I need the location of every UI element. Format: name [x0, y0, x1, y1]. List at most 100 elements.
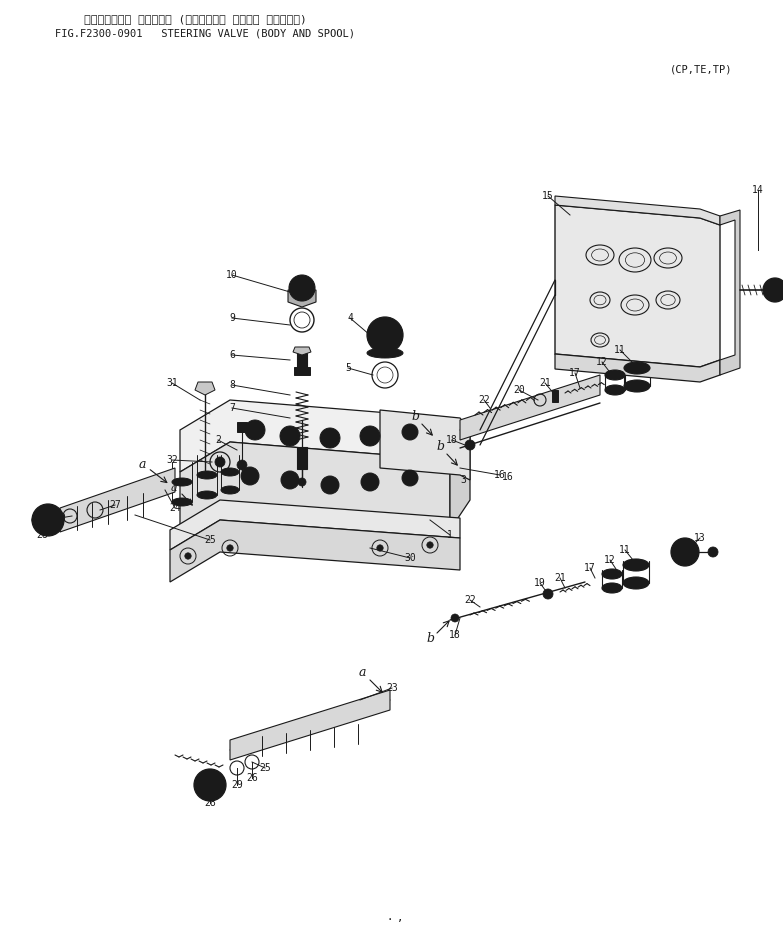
- Circle shape: [194, 769, 226, 801]
- Circle shape: [237, 460, 247, 470]
- Circle shape: [376, 326, 394, 344]
- Circle shape: [289, 275, 315, 301]
- Text: 29: 29: [54, 513, 66, 523]
- Circle shape: [281, 471, 299, 489]
- Text: ステアリング゙ バルブ (ボ゙ディー オヨビ スプ゚ール): ステアリング゙ バルブ (ボ゙ディー オヨビ スプ゚ール): [84, 14, 306, 24]
- Polygon shape: [555, 354, 720, 382]
- Circle shape: [360, 426, 380, 446]
- Text: 11: 11: [619, 545, 631, 555]
- Ellipse shape: [623, 577, 649, 589]
- Circle shape: [286, 475, 294, 485]
- Ellipse shape: [605, 385, 625, 395]
- Text: 30: 30: [404, 553, 416, 563]
- Bar: [297, 347, 307, 367]
- Text: 8: 8: [229, 380, 235, 390]
- Circle shape: [361, 473, 379, 491]
- Text: 1: 1: [447, 530, 453, 540]
- Polygon shape: [555, 196, 720, 225]
- Text: 13: 13: [694, 533, 706, 543]
- Circle shape: [241, 467, 259, 485]
- Circle shape: [246, 472, 254, 480]
- Ellipse shape: [623, 559, 649, 571]
- Ellipse shape: [197, 491, 217, 499]
- Text: 29: 29: [231, 780, 243, 790]
- Text: 17: 17: [584, 563, 596, 573]
- Bar: [297, 447, 307, 469]
- Circle shape: [671, 538, 699, 566]
- Circle shape: [295, 281, 309, 295]
- Text: 4: 4: [347, 313, 353, 323]
- Text: 6: 6: [229, 350, 235, 360]
- Text: (CP,TE,TP): (CP,TE,TP): [670, 65, 733, 75]
- Circle shape: [402, 470, 418, 486]
- Circle shape: [320, 428, 340, 448]
- Ellipse shape: [221, 486, 239, 494]
- Polygon shape: [720, 210, 740, 375]
- Text: 21: 21: [539, 378, 551, 388]
- Bar: [237, 422, 247, 432]
- Circle shape: [185, 553, 191, 559]
- Text: 23: 23: [386, 683, 398, 693]
- Circle shape: [708, 547, 718, 557]
- Circle shape: [32, 504, 64, 536]
- Ellipse shape: [197, 471, 217, 479]
- Polygon shape: [170, 520, 460, 582]
- Circle shape: [215, 457, 225, 467]
- Circle shape: [365, 431, 376, 442]
- Text: b: b: [426, 632, 434, 645]
- Polygon shape: [195, 382, 215, 395]
- Text: 5: 5: [345, 363, 351, 373]
- Text: 25: 25: [204, 535, 216, 545]
- Circle shape: [39, 511, 57, 529]
- Polygon shape: [230, 690, 390, 760]
- Bar: [294, 367, 310, 375]
- Text: 31: 31: [166, 378, 178, 388]
- Ellipse shape: [624, 362, 650, 374]
- Circle shape: [321, 476, 339, 494]
- Polygon shape: [170, 500, 460, 550]
- Circle shape: [678, 545, 692, 559]
- Text: 28: 28: [36, 530, 48, 540]
- Circle shape: [465, 440, 475, 450]
- Polygon shape: [555, 205, 720, 367]
- Text: 24: 24: [169, 503, 181, 513]
- Ellipse shape: [172, 478, 192, 486]
- Text: 20: 20: [513, 385, 525, 395]
- Circle shape: [245, 420, 265, 440]
- Text: 11: 11: [614, 345, 626, 355]
- Circle shape: [377, 545, 383, 551]
- Circle shape: [280, 426, 300, 446]
- Polygon shape: [380, 410, 470, 480]
- Text: 16: 16: [502, 472, 514, 482]
- Polygon shape: [450, 418, 470, 530]
- Circle shape: [366, 477, 374, 487]
- Text: 19: 19: [534, 578, 546, 588]
- Circle shape: [406, 474, 414, 482]
- Text: a: a: [359, 666, 366, 678]
- Text: 14: 14: [752, 185, 764, 195]
- Text: 12: 12: [604, 555, 616, 565]
- Ellipse shape: [624, 380, 650, 392]
- Polygon shape: [288, 290, 316, 307]
- Circle shape: [367, 317, 403, 353]
- Text: 3: 3: [460, 475, 466, 485]
- Text: 12: 12: [596, 357, 608, 367]
- Circle shape: [201, 776, 219, 794]
- Text: 22: 22: [478, 395, 490, 405]
- Text: 16: 16: [494, 470, 506, 480]
- Circle shape: [451, 614, 459, 622]
- Circle shape: [227, 545, 233, 551]
- Text: b: b: [436, 440, 444, 452]
- Ellipse shape: [602, 569, 622, 579]
- Circle shape: [284, 431, 295, 442]
- Text: 17: 17: [569, 368, 581, 378]
- Circle shape: [250, 424, 261, 435]
- Ellipse shape: [602, 583, 622, 593]
- Text: 7: 7: [229, 403, 235, 413]
- Polygon shape: [293, 347, 311, 355]
- Circle shape: [324, 432, 335, 444]
- Polygon shape: [180, 400, 450, 472]
- Text: 22: 22: [464, 595, 476, 605]
- Circle shape: [402, 424, 418, 440]
- Text: 21: 21: [554, 573, 566, 583]
